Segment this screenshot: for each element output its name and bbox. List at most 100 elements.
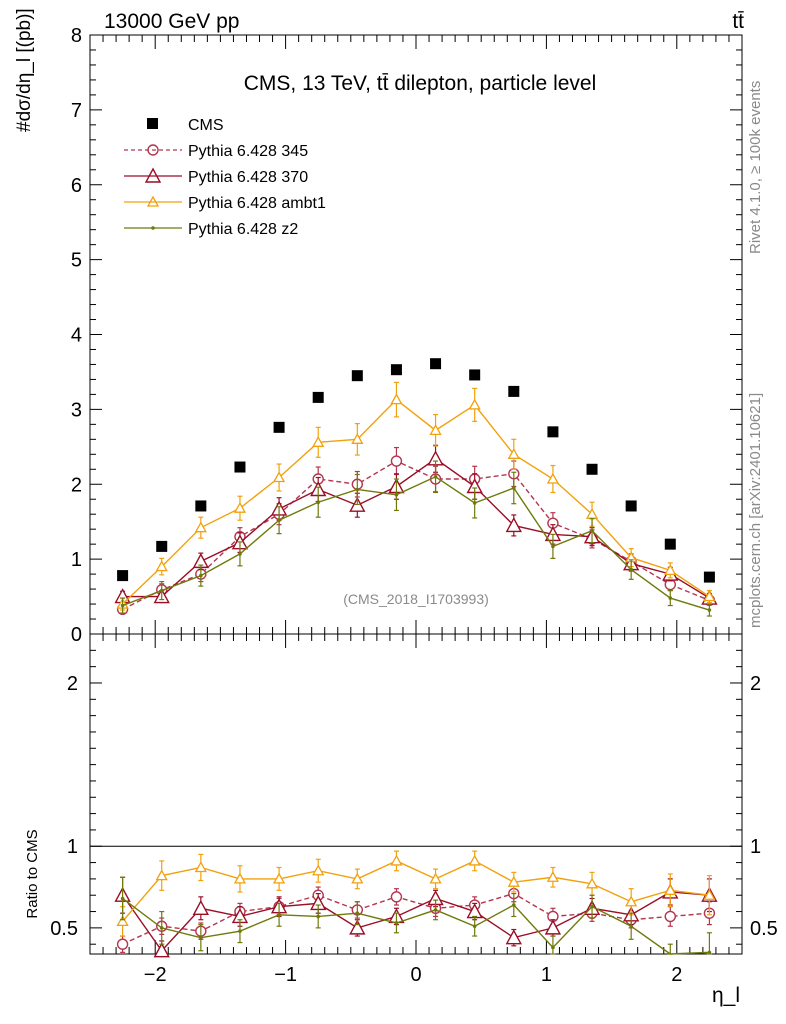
ratio-y-tick-label-left: 0.5 (50, 918, 78, 940)
ratio-point-pythia-6-428-ambt1 (233, 872, 247, 884)
ratio-axes: 0.5 0.5 1 1 2 2 (50, 649, 778, 945)
main-point-pythia-6-428-z2 (394, 492, 399, 497)
main-y-tick-label: 2 (71, 474, 82, 496)
ratio-point-pythia-6-428-z2 (277, 913, 281, 917)
main-series-pythia-6-428-ambt1 (116, 381, 716, 611)
legend-345-label: Pythia 6.428 345 (188, 143, 308, 160)
legend-z2-marker (151, 226, 155, 230)
ratio-point-pythia-6-428-z2 (316, 914, 321, 919)
main-point-pythia-6-428-z2 (512, 486, 516, 490)
ratio-line-pythia-6-428-z2 (122, 897, 710, 955)
main-point-cms (273, 421, 285, 433)
ratio-point-pythia-6-428-ambt1 (312, 864, 325, 876)
main-y-tick-label: 6 (71, 175, 82, 197)
process-label: tt̄ (732, 10, 744, 33)
main-point-pythia-6-428-ambt1 (194, 521, 207, 533)
ratio-point-pythia-6-428-345 (116, 938, 129, 950)
ratio-point-pythia-6-428-ambt1 (272, 872, 286, 884)
main-y-axis-label: #dσ/dη_l [(pb)] (14, 8, 35, 132)
x-tick-label: 0 (410, 964, 421, 986)
main-point-pythia-6-428-ambt1 (312, 435, 325, 447)
main-line-pythia-6-428-ambt1 (122, 398, 710, 605)
ratio-y-tick-label-right: 1 (750, 836, 761, 858)
ratio-y-axis-label: Ratio to CMS (24, 829, 41, 918)
main-point-cms (117, 570, 129, 582)
main-point-pythia-6-428-z2 (551, 544, 555, 549)
ratio-point-pythia-6-428-z2 (433, 908, 438, 912)
legend-ambt1-marker (146, 195, 160, 207)
analysis-label: (CMS_2018_I1703993) (343, 591, 489, 607)
ratio-point-pythia-6-428-z2 (707, 950, 712, 955)
ratio-point-pythia-6-428-ambt1 (155, 869, 168, 881)
main-point-pythia-6-428-z2 (355, 487, 360, 492)
main-point-pythia-6-428-z2 (238, 552, 242, 556)
main-point-cms (390, 364, 402, 376)
legend-entry-345: Pythia 6.428 345 (124, 143, 308, 160)
ratio-point-pythia-6-428-370 (349, 919, 366, 935)
chart-title: CMS, 13 TeV, tt̄ dilepton, particle leve… (244, 72, 597, 95)
main-point-cms (586, 463, 598, 475)
main-point-pythia-6-428-z2 (668, 596, 673, 600)
ratio-point-pythia-6-428-z2 (512, 903, 516, 907)
main-point-cms (351, 370, 363, 382)
ratio-point-pythia-6-428-z2 (472, 924, 477, 929)
legend-entry-cms: CMS (147, 117, 224, 134)
legend-345-marker (147, 144, 159, 156)
ratio-y-tick-label-left: 2 (67, 673, 78, 695)
main-point-pythia-6-428-370 (505, 516, 522, 533)
ratio-point-pythia-6-428-ambt1 (351, 872, 364, 884)
main-point-cms (469, 369, 481, 381)
main-y-tick-label: 3 (71, 399, 82, 421)
main-point-pythia-6-428-z2 (199, 573, 203, 578)
ratio-point-pythia-6-428-345 (664, 910, 676, 923)
main-point-cms (625, 500, 637, 512)
legend-370-label: Pythia 6.428 370 (188, 169, 308, 186)
mcplots-label: mcplots.cern.ch [arXiv:2401.10621] (747, 393, 764, 628)
ratio-point-pythia-6-428-z2 (629, 924, 633, 929)
main-line-pythia-6-428-370 (122, 457, 710, 599)
main-point-pythia-6-428-ambt1 (546, 472, 560, 484)
main-point-pythia-6-428-z2 (120, 603, 125, 608)
ratio-point-pythia-6-428-370 (153, 942, 170, 958)
main-point-pythia-6-428-ambt1 (429, 424, 442, 435)
ratio-point-pythia-6-428-z2 (394, 921, 399, 925)
main-point-pythia-6-428-z2 (277, 518, 281, 522)
legend-ambt1-label: Pythia 6.428 ambt1 (188, 195, 326, 212)
main-point-pythia-6-428-z2 (707, 608, 712, 612)
main-point-pythia-6-428-ambt1 (155, 560, 168, 572)
ratio-point-pythia-6-428-ambt1 (194, 861, 207, 873)
legend-entry-370: Pythia 6.428 370 (124, 167, 308, 186)
ratio-series-pythia-6-428-ambt1 (116, 850, 716, 937)
ratio-series-layer (114, 850, 718, 958)
main-y-tick-label: 4 (71, 325, 82, 347)
main-point-cms (547, 426, 559, 438)
main-point-cms (508, 385, 520, 397)
main-point-pythia-6-428-ambt1 (507, 447, 520, 459)
main-y-tick-label: 1 (71, 549, 82, 571)
rivet-label: Rivet 4.1.0, ≥ 100k events (747, 81, 764, 254)
x-tick-label: −2 (144, 964, 167, 986)
main-y-tick-label: 5 (71, 250, 82, 272)
main-y-tick-label: 0 (71, 624, 82, 646)
main-point-pythia-6-428-ambt1 (233, 501, 247, 513)
ratio-point-pythia-6-428-ambt1 (585, 877, 599, 889)
main-series-layer (114, 358, 718, 617)
legend-entry-z2: Pythia 6.428 z2 (124, 221, 298, 238)
ratio-point-pythia-6-428-z2 (120, 896, 125, 901)
main-point-pythia-6-428-z2 (590, 528, 594, 533)
ratio-point-pythia-6-428-ambt1 (546, 870, 560, 882)
legend-entry-ambt1: Pythia 6.428 ambt1 (124, 195, 326, 212)
main-point-cms (234, 461, 246, 473)
ratio-point-pythia-6-428-z2 (551, 945, 555, 950)
x-axis-label: η_l (712, 984, 740, 1007)
x-tick-label: 1 (541, 964, 552, 986)
ratio-line-pythia-6-428-370 (122, 891, 710, 952)
main-point-cms (312, 391, 324, 403)
main-point-pythia-6-428-ambt1 (351, 432, 364, 444)
main-series-cms (117, 358, 715, 583)
ratio-point-pythia-6-428-ambt1 (507, 875, 520, 887)
main-point-pythia-6-428-z2 (159, 588, 164, 593)
ratio-point-pythia-6-428-ambt1 (703, 888, 716, 900)
ratio-point-pythia-6-428-370 (505, 929, 522, 945)
ratio-point-pythia-6-428-z2 (355, 911, 360, 915)
